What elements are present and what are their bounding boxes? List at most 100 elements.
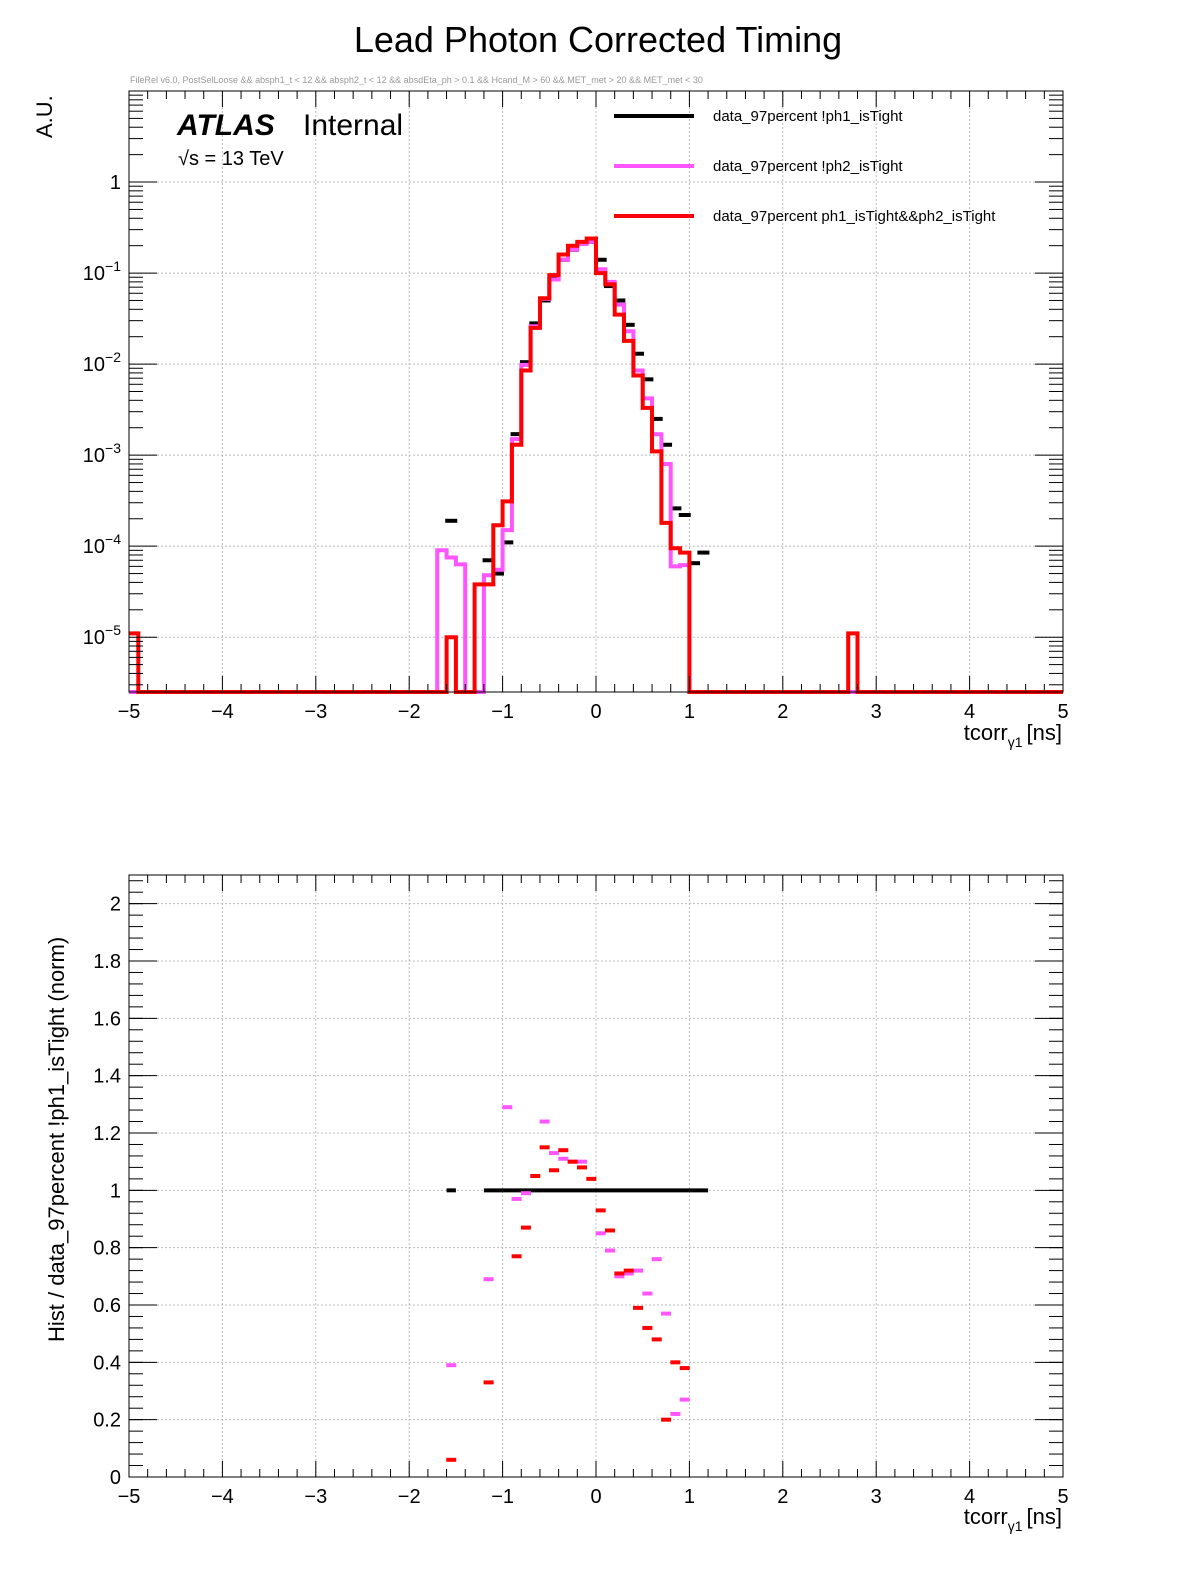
bottom-series-2-point <box>520 1225 531 1230</box>
bottom-series-1-point <box>446 1363 457 1368</box>
top-y-tick-label: 1 <box>110 172 121 194</box>
bottom-series-2-point <box>530 1174 541 1178</box>
top-series-0-point <box>482 558 495 563</box>
bottom-series-1-point <box>595 1231 606 1236</box>
legend-entry-label: data_97percent !ph2_isTight <box>713 158 903 175</box>
top-series-0-point <box>445 518 458 523</box>
energy-label: √s = 13 TeV <box>178 148 284 170</box>
top-series-0-point <box>613 298 626 303</box>
cut-string: FileRel v6.0, PostSelLoose && absph1_t <… <box>130 75 703 85</box>
top-series-0-point <box>669 506 682 511</box>
atlas-label: ATLAS <box>176 109 275 142</box>
bottom-xlabel: tcorrγ1 [ns] <box>964 1504 1062 1534</box>
top-series-2-step-line <box>129 236 1063 694</box>
bottom-series-2-point <box>567 1159 578 1164</box>
top-series-0-point <box>510 432 523 437</box>
top-series-0-point <box>594 257 607 262</box>
bottom-x-tick-label: −2 <box>398 1486 421 1508</box>
bottom-xlabel-unit: [ns] <box>1027 1504 1062 1529</box>
top-ylabel: A.U. <box>32 95 57 138</box>
bottom-y-tick-label: 0.2 <box>93 1410 121 1432</box>
top-xlabel-main: tcorr <box>964 720 1008 745</box>
bottom-series-1-point <box>651 1257 662 1262</box>
top-series-0-point <box>491 571 504 576</box>
top-ticks: −5 −4 −3 −2 −1 0 1 2 3 4 5 1 10−1 10−2 10−3 10−4 10−5 <box>83 91 1069 723</box>
bottom-series-1-point <box>661 1311 672 1316</box>
bottom-y-tick-label: 1.8 <box>93 951 121 973</box>
bottom-series-1-point <box>502 1105 513 1110</box>
top-series-0-point <box>519 360 532 365</box>
top-series-0-point <box>622 322 635 327</box>
top-series-0-point <box>501 540 514 545</box>
top-x-tick-label: 3 <box>871 701 882 723</box>
bottom-series-2-point <box>651 1337 662 1342</box>
top-series-0-point <box>660 442 673 447</box>
bottom-y-tick-label: 0.6 <box>93 1295 121 1317</box>
bottom-ticks: −5 −4 −3 −2 −1 0 1 2 3 4 5 0 0.2 0.4 0.6 0.8 1 1.2 1.4 1.6 1… <box>93 875 1069 1508</box>
bottom-x-tick-label: 4 <box>964 1486 975 1508</box>
legend-entry-label: data_97percent !ph1_isTight <box>713 108 903 125</box>
bottom-series-2-point <box>483 1380 494 1385</box>
top-series-0-point <box>632 351 645 356</box>
bottom-y-tick-label: 1.4 <box>93 1066 121 1088</box>
top-x-tick-label: 2 <box>777 701 788 723</box>
bottom-series-1-point <box>548 1151 559 1156</box>
bottom-series-2-point <box>595 1208 606 1213</box>
bottom-series-2-point <box>548 1168 559 1173</box>
bottom-series-1-point <box>633 1268 644 1273</box>
top-xlabel-sub: γ1 <box>1008 734 1023 750</box>
top-x-tick-label: −3 <box>304 701 327 723</box>
top-x-tick-label: −2 <box>398 701 421 723</box>
legend-entry-label: data_97percent ph1_isTight&&ph2_isTight <box>713 208 996 225</box>
plot-title: Lead Photon Corrected Timing <box>354 19 842 60</box>
top-grid <box>129 91 1063 692</box>
bottom-x-tick-label: 5 <box>1057 1486 1068 1508</box>
bottom-series-1-point <box>679 1397 690 1402</box>
top-series-0-point <box>678 512 691 517</box>
bottom-series-2-point <box>586 1176 597 1181</box>
bottom-xlabel-sub: γ1 <box>1008 1518 1023 1534</box>
bottom-x-tick-label: 0 <box>590 1486 601 1508</box>
bottom-y-tick-label: 0 <box>110 1467 121 1489</box>
bottom-x-tick-label: 2 <box>777 1486 788 1508</box>
bottom-series-2-point <box>605 1228 616 1233</box>
bottom-y-tick-label: 2 <box>110 894 121 916</box>
bottom-y-tick-label: 0.4 <box>93 1352 121 1374</box>
top-x-tick-label: −4 <box>211 701 234 723</box>
bottom-series-2-point <box>679 1366 690 1371</box>
bottom-series-1-point <box>511 1196 522 1201</box>
bottom-series-1-point <box>642 1291 653 1296</box>
bottom-x-tick-label: 3 <box>871 1486 882 1508</box>
top-y-tick-label: 10−1 <box>83 258 121 285</box>
top-xlabel-unit: [ns] <box>1027 720 1062 745</box>
bottom-x-tick-label: −5 <box>118 1486 141 1508</box>
top-x-tick-label: 5 <box>1057 701 1068 723</box>
bottom-y-tick-label: 0.8 <box>93 1238 121 1260</box>
bottom-panel: −5 −4 −3 −2 −1 0 1 2 3 4 5 0 0.2 0.4 0.6 0.8 1 1.2 1.4 1.6 1… <box>44 874 1069 1534</box>
bottom-ylabel: Hist / data_97percent !ph1_isTight (norm… <box>44 937 69 1342</box>
bottom-x-tick-label: −4 <box>211 1486 234 1508</box>
top-series-0-point <box>650 416 663 421</box>
bottom-series-2-point <box>623 1268 634 1273</box>
bottom-series-2-point <box>576 1165 587 1170</box>
top-x-tick-label: 4 <box>964 701 975 723</box>
top-y-tick-label: 10−4 <box>83 531 121 558</box>
bottom-series-2-point <box>614 1271 625 1276</box>
bottom-series-1-point <box>558 1156 569 1161</box>
top-xlabel: tcorrγ1 [ns] <box>964 720 1062 750</box>
top-series-0-point <box>688 561 701 566</box>
bottom-series-2-point <box>539 1145 550 1150</box>
bottom-series-1-point <box>520 1191 531 1196</box>
top-y-tick-label: 10−2 <box>83 349 121 376</box>
bottom-series-2-point <box>633 1305 644 1310</box>
bottom-series-1-point <box>605 1248 616 1253</box>
bottom-x-tick-label: −3 <box>304 1486 327 1508</box>
top-series-0-point <box>697 550 710 555</box>
top-panel: −5 −4 −3 −2 −1 0 1 2 3 4 5 1 10−1 10−2 10−3 10−4 10−5 A.… <box>32 90 1069 750</box>
bottom-y-tick-label: 1.6 <box>93 1008 121 1030</box>
bottom-series-1-point <box>614 1274 625 1279</box>
bottom-series-1-point <box>670 1411 681 1416</box>
legend: data_97percent !ph1_isTight data_97percen… <box>614 108 996 225</box>
bottom-x-tick-label: −1 <box>491 1486 514 1508</box>
